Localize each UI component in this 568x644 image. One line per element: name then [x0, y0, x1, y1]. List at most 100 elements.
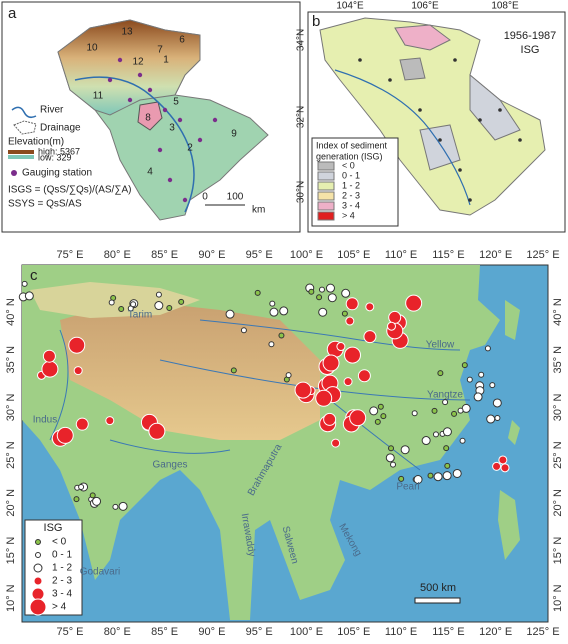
station [162, 107, 168, 113]
station [343, 346, 361, 364]
lon-tick-label: 80° E [104, 626, 131, 638]
station [285, 372, 292, 379]
station [157, 147, 163, 153]
station [442, 427, 452, 437]
lon-tick-label: 85° E [151, 626, 178, 638]
panel-b [307, 11, 566, 233]
station [92, 496, 102, 506]
station [377, 403, 384, 410]
basin-number: 13 [121, 27, 133, 38]
station [322, 354, 340, 372]
lon-tick-label: 75° E [56, 249, 83, 261]
lon-tick-label: 120° E [479, 249, 512, 261]
station [75, 417, 89, 431]
station [73, 366, 83, 376]
station [147, 87, 153, 93]
station [452, 468, 462, 478]
station [254, 289, 261, 296]
station [118, 501, 128, 511]
station [358, 58, 362, 62]
station [357, 369, 371, 383]
station [154, 301, 164, 311]
station [432, 431, 439, 438]
taiwan [508, 420, 520, 445]
legend-label: 3 - 4 [342, 200, 360, 210]
formula: SSYS = QsS/AS [8, 199, 82, 210]
lon-tick-label: 106°E [411, 1, 439, 12]
legend-title: Elevation(m) [8, 137, 64, 148]
legend-label: < 0 [342, 160, 355, 170]
station [518, 138, 522, 142]
scale-label: 0 [202, 192, 208, 203]
legend-label: River [40, 105, 64, 116]
panel-c [18, 264, 549, 623]
station [197, 137, 203, 143]
panel-label: c [30, 267, 38, 284]
lon-tick-label: 125° E [526, 249, 559, 261]
legend-label: 0 - 1 [342, 170, 360, 180]
legend-swatch [317, 161, 335, 171]
basin-number: 9 [231, 129, 237, 140]
period: 1956-1987 [504, 30, 557, 42]
station [459, 437, 466, 444]
legend-label: > 4 [52, 602, 67, 613]
station [442, 471, 452, 481]
panel-label: a [8, 5, 17, 22]
lat-tick-label: 20° N [552, 489, 564, 517]
lon-tick-label: 104°E [336, 1, 364, 12]
formula: ISGS = (QsS/∑Qs)/(AS/∑A) [8, 185, 131, 196]
legend-label: 2 - 3 [52, 576, 72, 587]
station [369, 406, 379, 416]
scale-bar [414, 597, 461, 604]
lat-tick-label: 40° N [5, 298, 17, 326]
station [343, 377, 353, 387]
lat-tick-label: 30° N [5, 394, 17, 422]
river-label: Yellow [426, 340, 455, 351]
station [444, 462, 451, 469]
station [498, 455, 508, 465]
basin-pink [394, 24, 451, 51]
basin-8 [137, 101, 163, 131]
basin-number: 2 [187, 143, 193, 154]
basin-number: 4 [147, 167, 153, 178]
station [349, 409, 367, 427]
lon-tick-label: 100° E [290, 626, 323, 638]
main-river [74, 76, 195, 213]
legend-label: > 4 [342, 210, 355, 220]
station [294, 381, 312, 399]
scale-label: 100 [227, 192, 244, 203]
station [178, 298, 185, 305]
station [315, 389, 333, 407]
station [331, 438, 341, 448]
lat-tick-label: 30°N [296, 181, 307, 203]
station [112, 503, 119, 510]
legend-symbol [35, 539, 41, 545]
station [268, 341, 275, 348]
station [451, 410, 458, 417]
legend-symbol [29, 598, 47, 616]
basin-number: 12 [132, 57, 144, 68]
station [308, 288, 315, 295]
station [42, 349, 56, 363]
basin [319, 17, 546, 216]
river-label: Godavari [80, 567, 121, 578]
legend-swatch [317, 211, 335, 221]
basin-number: 10 [86, 43, 98, 54]
panel-a [1, 1, 301, 233]
station [130, 301, 137, 308]
legend-label: 2 - 3 [342, 190, 360, 200]
station [345, 297, 359, 311]
plateau [60, 300, 320, 440]
station [433, 472, 443, 482]
station [137, 72, 143, 78]
basin-number: 8 [145, 113, 151, 124]
lon-tick-label: 75° E [56, 626, 83, 638]
basin-number: 3 [169, 123, 175, 134]
station [318, 286, 325, 293]
legend-symbol [33, 576, 43, 586]
station [117, 57, 123, 63]
station [466, 376, 473, 383]
index-name: ISG [521, 44, 540, 56]
